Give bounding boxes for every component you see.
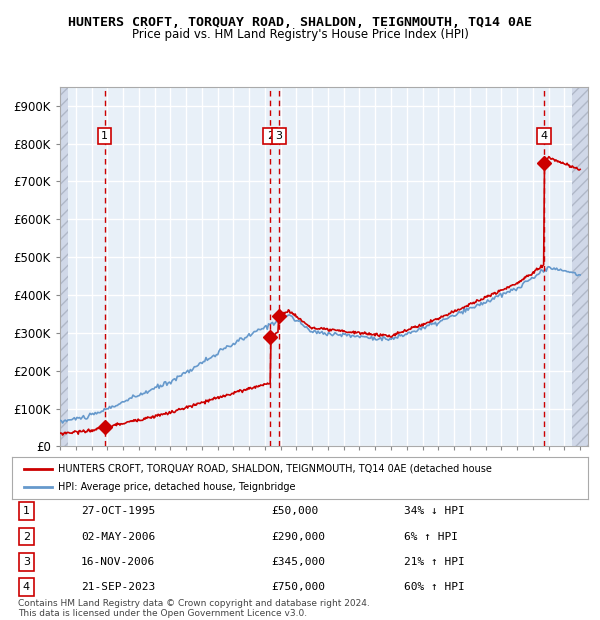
Text: £345,000: £345,000 (271, 557, 325, 567)
Text: £290,000: £290,000 (271, 531, 325, 542)
Text: 6% ↑ HPI: 6% ↑ HPI (404, 531, 458, 542)
Text: 3: 3 (275, 131, 282, 141)
Text: 02-MAY-2006: 02-MAY-2006 (81, 531, 155, 542)
Text: HUNTERS CROFT, TORQUAY ROAD, SHALDON, TEIGNMOUTH, TQ14 0AE: HUNTERS CROFT, TORQUAY ROAD, SHALDON, TE… (68, 16, 532, 29)
Bar (60, 87, 68, 446)
Text: 16-NOV-2006: 16-NOV-2006 (81, 557, 155, 567)
Text: £50,000: £50,000 (271, 507, 319, 516)
Text: 4: 4 (541, 131, 548, 141)
Text: 21% ↑ HPI: 21% ↑ HPI (404, 557, 464, 567)
Text: 2: 2 (23, 531, 30, 542)
Bar (572, 87, 596, 446)
Text: 4: 4 (23, 582, 30, 592)
Text: 27-OCT-1995: 27-OCT-1995 (81, 507, 155, 516)
Text: 21-SEP-2023: 21-SEP-2023 (81, 582, 155, 592)
Text: 1: 1 (23, 507, 30, 516)
Text: 60% ↑ HPI: 60% ↑ HPI (404, 582, 464, 592)
Text: 3: 3 (23, 557, 30, 567)
Text: HUNTERS CROFT, TORQUAY ROAD, SHALDON, TEIGNMOUTH, TQ14 0AE (detached house: HUNTERS CROFT, TORQUAY ROAD, SHALDON, TE… (58, 464, 492, 474)
Text: Price paid vs. HM Land Registry's House Price Index (HPI): Price paid vs. HM Land Registry's House … (131, 28, 469, 41)
Text: 2: 2 (266, 131, 274, 141)
Text: Contains HM Land Registry data © Crown copyright and database right 2024.
This d: Contains HM Land Registry data © Crown c… (18, 599, 370, 618)
Text: 1: 1 (101, 131, 108, 141)
Text: HPI: Average price, detached house, Teignbridge: HPI: Average price, detached house, Teig… (58, 482, 296, 492)
Text: £750,000: £750,000 (271, 582, 325, 592)
Text: 34% ↓ HPI: 34% ↓ HPI (404, 507, 464, 516)
